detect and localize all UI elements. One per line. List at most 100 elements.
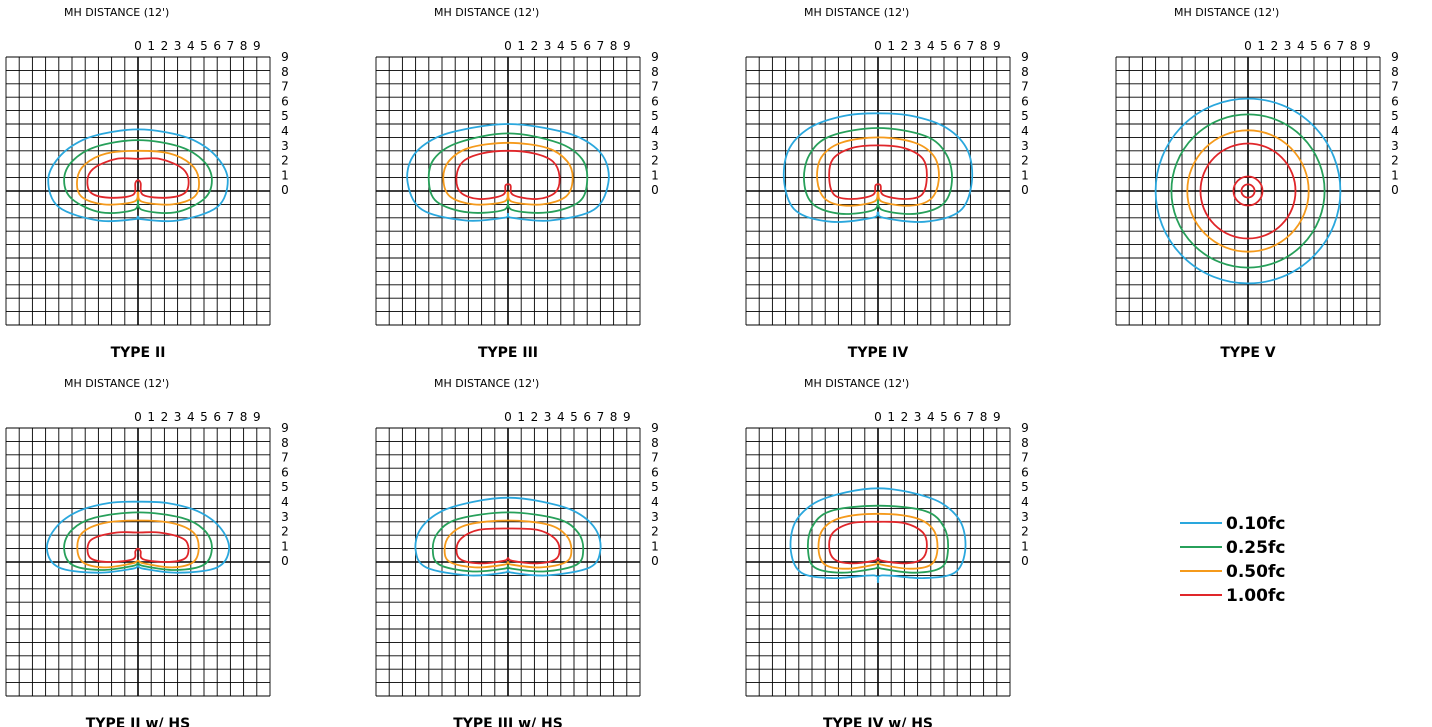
x-tick-label: 3	[174, 39, 182, 53]
x-tick-label: 6	[1323, 39, 1331, 53]
x-tick-label: 9	[253, 410, 261, 424]
x-tick-label: 6	[213, 39, 221, 53]
y-tick-label: 0	[1391, 183, 1399, 197]
y-tick-label: 5	[651, 480, 659, 494]
mh-distance-label: MH DISTANCE (12')	[804, 377, 909, 390]
x-tick-label: 4	[927, 410, 935, 424]
plot-panel: MH DISTANCE (12')0 1 2 3 4 5 6 7 8 99876543210TYP…	[745, 6, 1029, 361]
legend-label: 0.25fc	[1226, 538, 1285, 558]
mh-distance-label: MH DISTANCE (12')	[434, 377, 539, 390]
y-tick-label: 8	[1021, 436, 1029, 450]
y-tick-label: 6	[1391, 94, 1399, 108]
mh-distance-label: MH DISTANCE (12')	[1174, 6, 1279, 19]
y-tick-label: 1	[281, 168, 289, 182]
y-tick-label: 3	[1021, 510, 1029, 524]
y-tick-label: 2	[1021, 525, 1029, 539]
x-tick-label: 5	[570, 410, 578, 424]
x-tick-label: 0	[504, 410, 512, 424]
y-tick-label: 8	[281, 65, 289, 79]
x-tick-label: 9	[623, 410, 631, 424]
x-tick-label: 8	[1350, 39, 1358, 53]
isofootcandle-contour	[414, 496, 602, 577]
isofootcandle-contour	[1170, 113, 1326, 269]
x-tick-label: 1	[517, 410, 525, 424]
x-tick-label: 3	[914, 410, 922, 424]
x-tick-label: 0	[134, 410, 142, 424]
isofootcandle-contour	[782, 112, 974, 223]
y-tick-label: 1	[1021, 539, 1029, 553]
plot-panel: MH DISTANCE (12')0 1 2 3 4 5 6 7 8 99876543210TYP…	[375, 6, 659, 361]
y-tick-label: 5	[281, 109, 289, 123]
y-tick-label: 2	[281, 525, 289, 539]
y-tick-label: 1	[651, 539, 659, 553]
grid	[375, 427, 641, 697]
isofootcandle-contour	[1154, 97, 1342, 285]
y-tick-label: 6	[1021, 94, 1029, 108]
y-tick-label: 1	[1021, 168, 1029, 182]
x-tick-label: 2	[161, 410, 169, 424]
y-tick-label: 9	[281, 50, 289, 64]
plot-title: TYPE III w/ HS	[453, 716, 563, 727]
legend-label: 0.10fc	[1226, 514, 1285, 534]
plot-title: TYPE IV	[848, 345, 909, 361]
plot-panel: MH DISTANCE (12')0 1 2 3 4 5 6 7 8 99876543210TYP…	[5, 6, 289, 361]
plot-title: TYPE IV w/ HS	[823, 716, 933, 727]
y-tick-label: 4	[651, 495, 659, 509]
mh-distance-label: MH DISTANCE (12')	[64, 377, 169, 390]
x-tick-label: 9	[623, 39, 631, 53]
y-tick-label: 9	[1391, 50, 1399, 64]
isofootcandle-contour	[427, 132, 589, 214]
plot-panel: MH DISTANCE (12')0 1 2 3 4 5 6 7 8 99876543210TYP…	[745, 377, 1029, 727]
y-tick-label: 5	[1021, 480, 1029, 494]
y-tick-label: 2	[281, 154, 289, 168]
y-tick-label: 6	[651, 465, 659, 479]
x-tick-label: 0	[504, 39, 512, 53]
x-tick-label: 4	[187, 410, 195, 424]
isofootcandle-contour	[86, 157, 190, 199]
mh-distance-label: MH DISTANCE (12')	[64, 6, 169, 19]
x-tick-label: 8	[610, 39, 618, 53]
x-tick-label: 4	[557, 39, 565, 53]
y-tick-label: 5	[1021, 109, 1029, 123]
isofootcandle-contour	[1186, 129, 1310, 253]
isofootcandle-contour	[455, 527, 561, 565]
isofootcandle-contour	[828, 520, 928, 565]
x-tick-label: 5	[200, 39, 208, 53]
x-tick-label: 4	[1297, 39, 1305, 53]
y-tick-label: 8	[651, 436, 659, 450]
x-tick-label: 2	[161, 39, 169, 53]
plot-title: TYPE II w/ HS	[86, 716, 190, 727]
x-tick-label: 7	[967, 39, 975, 53]
y-tick-label: 0	[1021, 183, 1029, 197]
y-tick-label: 6	[651, 94, 659, 108]
plot-title: TYPE III	[478, 345, 538, 361]
y-tick-label: 7	[281, 80, 289, 94]
isofootcandle-contour	[803, 127, 953, 215]
isofootcandle-contour	[455, 149, 561, 200]
y-tick-label: 3	[651, 139, 659, 153]
y-tick-label: 9	[281, 421, 289, 435]
y-tick-label: 7	[651, 80, 659, 94]
isofootcandle-contour	[63, 511, 213, 571]
x-tick-label: 8	[240, 39, 248, 53]
isofootcandle-contour	[442, 141, 574, 206]
x-tick-label: 7	[597, 39, 605, 53]
x-tick-label: 5	[940, 39, 948, 53]
isofootcandle-contour	[406, 123, 610, 222]
x-tick-label: 0	[874, 410, 882, 424]
y-tick-label: 7	[651, 451, 659, 465]
isofootcandle-contour	[807, 504, 949, 574]
x-tick-label: 0	[1244, 39, 1252, 53]
x-tick-label: 2	[901, 39, 909, 53]
y-tick-label: 0	[1021, 554, 1029, 568]
x-tick-label: 0	[874, 39, 882, 53]
x-tick-label: 7	[1337, 39, 1345, 53]
x-tick-label: 1	[147, 410, 155, 424]
x-tick-label: 4	[927, 39, 935, 53]
isofootcandle-contour	[443, 519, 573, 569]
y-tick-label: 3	[281, 139, 289, 153]
x-tick-label: 1	[147, 39, 155, 53]
isofootcandle-contour	[63, 139, 213, 214]
x-tick-label: 7	[967, 410, 975, 424]
isofootcandle-contour	[431, 511, 585, 573]
